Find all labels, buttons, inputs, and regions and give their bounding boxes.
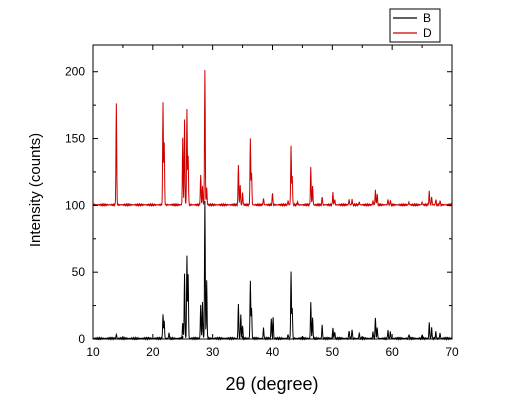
- legend: BD: [389, 8, 441, 43]
- legend-box: [389, 8, 441, 43]
- y-tick-label: 50: [72, 265, 86, 279]
- x-tick-label: 30: [206, 345, 220, 359]
- y-tick-label: 150: [65, 132, 85, 146]
- y-tick-label: 0: [78, 332, 85, 346]
- legend-label-d: D: [423, 26, 432, 40]
- x-tick-label: 40: [266, 345, 280, 359]
- x-tick-label: 60: [385, 345, 399, 359]
- plot-area-border: [92, 44, 453, 340]
- y-tick-label: 100: [65, 198, 85, 212]
- series-group: [92, 69, 453, 342]
- series-line-d: [92, 69, 453, 208]
- y-tick-label: 200: [65, 65, 85, 79]
- x-ticks: 10 20 30 40 50 60 70: [86, 45, 459, 359]
- y-axis-title: Intensity (counts): [27, 133, 44, 247]
- x-axis-title: 2θ (degree): [225, 374, 318, 394]
- series-line-b: [92, 200, 453, 342]
- x-tick-label: 50: [326, 345, 340, 359]
- plot-frame: [92, 44, 453, 340]
- y-ticks: 0 50 100 150 200: [65, 65, 452, 346]
- x-tick-label: 20: [146, 345, 160, 359]
- legend-label-b: B: [423, 11, 431, 25]
- x-tick-label: 70: [445, 345, 459, 359]
- x-tick-label: 10: [86, 345, 100, 359]
